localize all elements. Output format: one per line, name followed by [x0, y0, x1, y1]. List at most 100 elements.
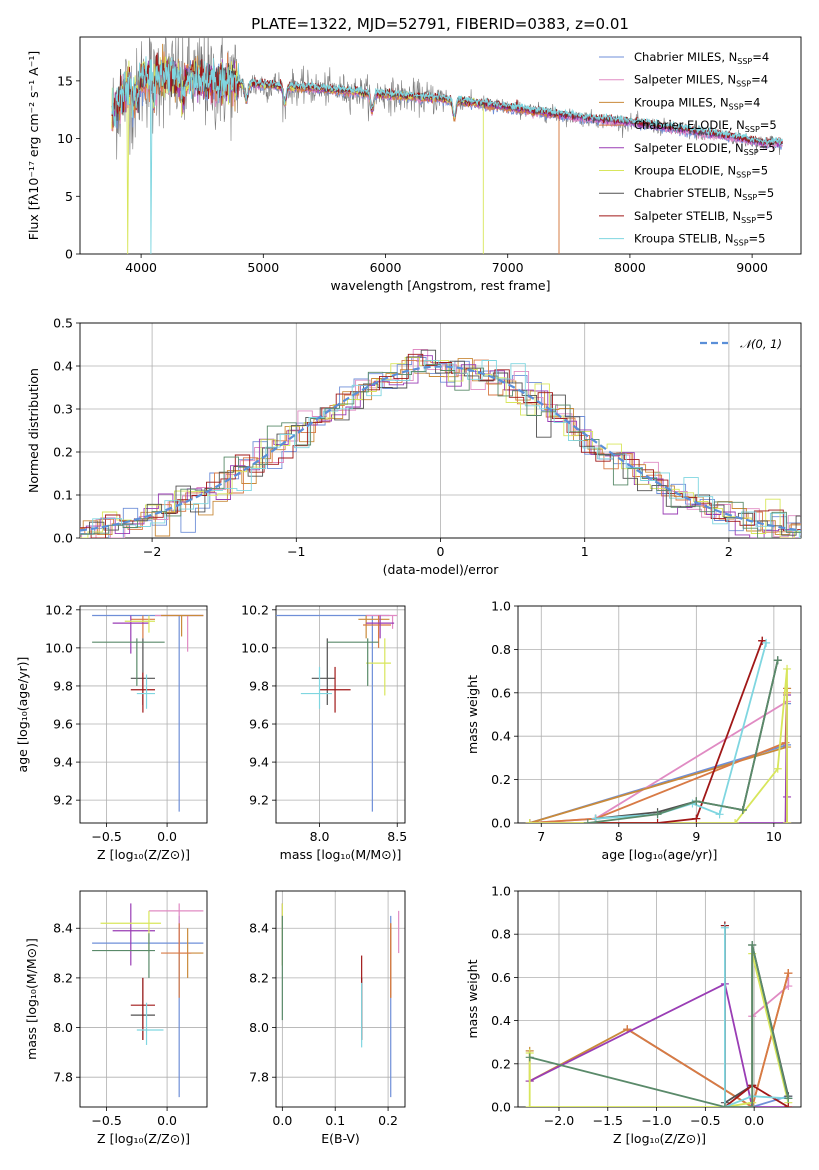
x-tick-label: 0.0	[744, 1113, 764, 1128]
x-tick-label: −0.5	[91, 1113, 121, 1128]
y-tick-label: 10.2	[45, 602, 73, 617]
y-tick-label: 10.0	[241, 640, 269, 655]
weight-point-kroupa-elodie	[783, 819, 792, 823]
panel-mass-vs-Z: −0.5 0.0 7.8 8.0 8.2 8.4 Z [log₁₀(Z/Z⊙)] mass […	[24, 890, 208, 1146]
legend-entry-kroupa-stelib: Kroupa STELIB, NSSP=5	[634, 232, 765, 248]
y-tick-label: 9.8	[53, 678, 73, 693]
weight-point-salpeter-stelib	[692, 814, 701, 823]
histogram-chabrier-miles	[80, 357, 801, 538]
plot-area	[92, 614, 204, 812]
legend-entry-salpeter-miles: Salpeter MILES, NSSP=4	[634, 73, 768, 89]
weight-point-salpeter-stelib	[653, 819, 662, 823]
axes-frame	[79, 605, 208, 824]
y-tick-label: 0.4	[53, 359, 73, 374]
y-tick-label: 8.0	[249, 1020, 269, 1035]
legend-entry-chabrier-miles: Chabrier MILES, NSSP=4	[634, 50, 769, 66]
weight-point-kroupa-elodie	[773, 764, 782, 773]
y-tick-label: 9.4	[53, 755, 73, 770]
y-tick-label: 0.2	[491, 1056, 511, 1071]
x-tick-label: 10	[766, 829, 782, 844]
x-tick-label: 5000	[247, 260, 279, 275]
weight-point-extra	[525, 1053, 534, 1062]
y-tick-label: 9.2	[249, 793, 269, 808]
x-axis-label: Z [log₁₀(Z/Z⊙)]	[97, 1131, 190, 1146]
y-tick-label: 8.4	[53, 921, 73, 936]
axes-frame	[275, 605, 406, 824]
plot-area	[525, 921, 793, 1107]
histogram-chabrier-elodie	[80, 359, 801, 535]
y-tick-label: 0.2	[491, 772, 511, 787]
plot-area	[276, 614, 398, 812]
y-tick-label: 1.0	[491, 884, 511, 899]
y-axis-label: age [log₁₀(age/yr)]	[15, 657, 30, 773]
spectrum-kroupa-stelib-line	[111, 56, 783, 254]
x-tick-label: 0.0	[272, 1113, 292, 1128]
histogram-kroupa-stelib	[80, 359, 801, 538]
x-axis-label: age [log₁₀(age/yr)]	[602, 847, 718, 862]
x-tick-label: 9000	[736, 260, 768, 275]
y-tick-label: 8.2	[249, 970, 269, 985]
weight-point-extra	[738, 805, 747, 814]
legend-entry-kroupa-miles: Kroupa MILES, NSSP=4	[634, 95, 760, 111]
x-axis-label: E(B-V)	[321, 1131, 360, 1146]
legend-entry-salpeter-stelib: Salpeter STELIB, NSSP=5	[634, 209, 773, 225]
x-tick-label: 7	[537, 829, 545, 844]
panel-residuals: −2 −1 0 1 2 0.0 0.1 0.2 0.3 0.4 0.5 (data-model)/er…	[26, 316, 802, 577]
x-tick-label: −1.5	[593, 1113, 623, 1128]
x-tick-label: 0.0	[157, 1113, 177, 1128]
panel-age-vs-mass: 8.0 8.5 9.2 9.4 9.6 9.8 10.0 10.2 mass [log₁₀(M/…	[241, 602, 407, 862]
x-axis-label: Z [log₁₀(Z/Z⊙)]	[97, 847, 190, 862]
weight-line-extra	[529, 944, 790, 1107]
legend-entry-salpeter-elodie: Salpeter ELODIE, NSSP=5	[634, 141, 776, 157]
y-tick-label: 9.8	[249, 678, 269, 693]
y-axis-label: mass weight	[465, 675, 480, 754]
plot-area	[92, 903, 204, 1098]
weight-point-salpeter-elodie	[781, 819, 790, 823]
y-tick-label: 10.0	[45, 640, 73, 655]
weight-point-extra	[748, 941, 757, 949]
x-tick-label: −0.5	[690, 1113, 720, 1128]
y-tick-label: 0	[65, 247, 73, 262]
x-axis-label: mass [log₁₀(M/M⊙)]	[280, 847, 402, 862]
y-tick-label: 0.4	[491, 729, 511, 744]
plot-area	[281, 903, 400, 1098]
y-tick-label: 8.4	[249, 921, 269, 936]
y-tick-label: 0.5	[53, 316, 73, 331]
weight-point-kroupa-elodie	[525, 819, 534, 823]
y-tick-label: 0.3	[53, 402, 73, 417]
y-tick-label: 0.1	[53, 488, 73, 503]
y-tick-label: 8.2	[53, 970, 73, 985]
axes-frame	[275, 890, 406, 1108]
panel-weight-vs-age: 7 8 9 10 0.0 0.2 0.4 0.6 0.8 1.0 age [log₁₀(age/yr…	[465, 599, 802, 862]
weight-point-kroupa-elodie	[783, 664, 792, 673]
weight-point-extra	[720, 1103, 729, 1107]
x-tick-label: 0	[437, 544, 445, 559]
weight-point-chabrier-elodie	[781, 738, 790, 747]
weight-point-extra	[692, 797, 701, 806]
panel-age-vs-Z: −0.5 0.0 9.2 9.4 9.6 9.8 10.0 10.2 Z [log₁₀(Z/Z⊙…	[15, 602, 208, 862]
weight-line-salpeter-stelib	[595, 640, 764, 823]
weight-point-salpeter-stelib	[784, 1103, 793, 1107]
y-tick-label: 8.0	[53, 1020, 73, 1035]
y-tick-label: 10	[57, 131, 73, 146]
weight-point-extra	[773, 656, 782, 665]
weight-point-chabrier-elodie	[784, 969, 793, 978]
weight-point-kroupa-stelib	[715, 810, 724, 819]
legend-entry-kroupa-elodie: Kroupa ELODIE, NSSP=5	[634, 164, 768, 180]
x-tick-label: −1	[287, 544, 305, 559]
x-tick-label: 1	[581, 544, 589, 559]
x-tick-label: 0.1	[325, 1113, 345, 1128]
spectrum-legend: Chabrier MILES, NSSP=4 Salpeter MILES, NS…	[599, 50, 777, 248]
weight-point-extra	[784, 1094, 793, 1103]
plot-area	[525, 636, 792, 823]
normal-curve	[80, 365, 801, 532]
weight-point-extra	[653, 810, 662, 819]
x-tick-label: 2	[725, 544, 733, 559]
y-tick-label: 5	[65, 189, 73, 204]
x-tick-label: −2	[143, 544, 161, 559]
axes-frame	[79, 36, 802, 255]
y-axis-label: Flux [fλ10⁻¹⁷ erg cm⁻² s⁻¹ A⁻¹]	[26, 51, 41, 240]
x-axis-label: (data-model)/error	[383, 562, 500, 577]
y-tick-label: 0.0	[491, 1100, 511, 1115]
